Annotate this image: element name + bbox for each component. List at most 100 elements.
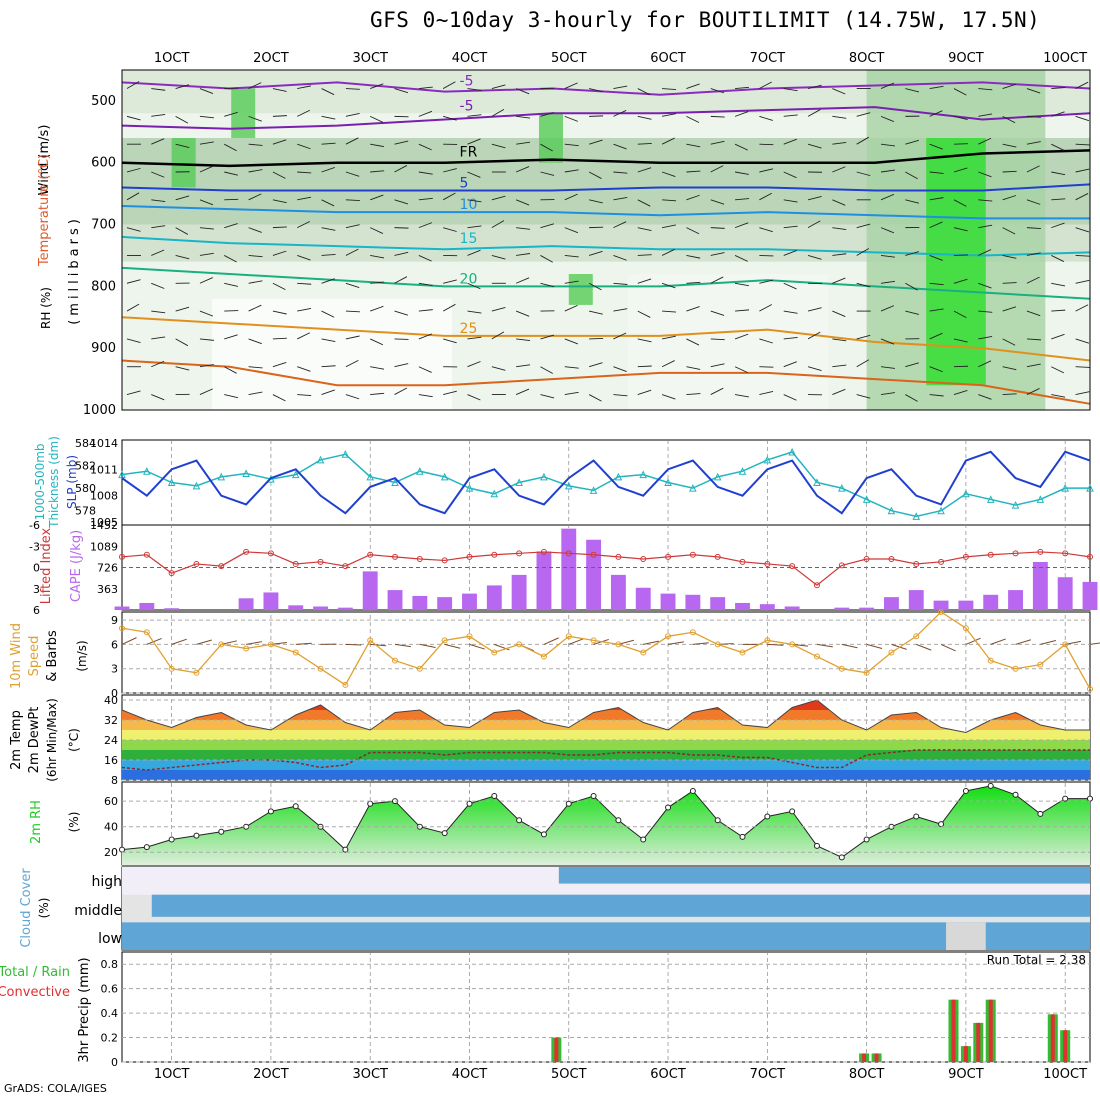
- wind-speed-point: [615, 641, 622, 648]
- surface-wind-barb: [692, 642, 709, 645]
- wind-barb: [370, 143, 385, 148]
- wind-barb: [443, 115, 457, 121]
- wind-barb: [710, 363, 725, 368]
- wind-barb: [297, 85, 312, 89]
- cape-bar: [759, 604, 775, 610]
- cape-bar: [1057, 577, 1073, 610]
- label-6hr-minmax: (6hr Min/Max): [45, 698, 59, 782]
- wind-barb: [442, 192, 456, 201]
- wind-speed-point: [938, 609, 945, 615]
- wind-barb: [856, 359, 870, 368]
- wind-barb: [710, 252, 725, 256]
- wind-barb: [686, 366, 701, 370]
- surface-wind-barb: [940, 643, 956, 652]
- cape-bar: [337, 607, 353, 610]
- cape-bar: [958, 600, 974, 610]
- wind-barb: [662, 88, 677, 90]
- wind-barb: [418, 143, 432, 151]
- wind-barb: [1002, 143, 1017, 148]
- temp-fill: [122, 700, 1090, 780]
- wind-barb: [248, 255, 263, 258]
- wind-barb: [516, 338, 531, 342]
- label-3hr-precip: 3hr Precip (mm): [77, 957, 92, 1062]
- lifted-index-point: [962, 553, 969, 560]
- wind-barb: [126, 81, 140, 89]
- surface-wind-barb: [419, 643, 436, 648]
- lifted-index-point: [218, 563, 225, 570]
- surface-wind-barb: [643, 640, 659, 645]
- cloud-level-high: high: [91, 874, 122, 890]
- wind-barb: [564, 82, 578, 89]
- wind-barb: [467, 88, 482, 91]
- wind-barb: [151, 171, 165, 178]
- cape-bar: [610, 574, 626, 610]
- thickness-point: [614, 472, 623, 481]
- wind-barb: [540, 366, 553, 374]
- pressure-tick: 1000: [83, 403, 116, 418]
- rh-point: [962, 787, 969, 794]
- label-lifted-index: Lifted Index: [39, 527, 54, 604]
- wind-barb: [540, 171, 555, 176]
- wind-barb: [126, 227, 141, 232]
- wind-barb: [199, 227, 214, 230]
- wind-barb: [710, 165, 724, 173]
- wind-barb: [297, 196, 312, 201]
- wind-barb: [224, 282, 239, 287]
- wind-barb: [467, 138, 481, 145]
- date-top-label: 1OCT: [154, 51, 190, 66]
- wind-barb: [637, 338, 652, 343]
- surface-wind-barb: [1015, 639, 1031, 645]
- cape-bar: [486, 585, 502, 610]
- date-top-label: 9OCT: [948, 51, 984, 66]
- wind-barb: [272, 115, 287, 117]
- contour-label: 5: [460, 176, 469, 192]
- wind-barb: [637, 167, 652, 173]
- temp-contour-30: [121, 359, 1091, 405]
- surface-wind-barb: [394, 643, 411, 648]
- wind-barb: [151, 310, 166, 314]
- label-wind: Wind (m/s): [37, 125, 52, 196]
- wind-barb: [661, 248, 675, 256]
- precip-tick: 0.6: [101, 983, 119, 996]
- rh-point: [267, 808, 274, 815]
- thickness-point: [763, 455, 772, 464]
- wind-barb: [321, 142, 336, 145]
- wind-tick: 6: [111, 638, 118, 651]
- thickness-point: [391, 478, 399, 486]
- wind-barb: [807, 220, 821, 229]
- wind-barb: [467, 199, 482, 203]
- wind-barb: [515, 388, 530, 395]
- freezing-level: [121, 149, 1091, 168]
- cape-tick: 1452: [90, 519, 118, 532]
- label-rh-pct: (%): [67, 812, 81, 833]
- wind-barb: [272, 361, 287, 368]
- surface-wind-barb: [469, 643, 485, 650]
- surface-wind-barb: [767, 643, 784, 646]
- wind-barb: [905, 251, 919, 256]
- thickness-point: [639, 470, 648, 479]
- li-tick: 3: [33, 583, 40, 596]
- wind-barb: [710, 387, 724, 395]
- wind-barb: [564, 143, 579, 147]
- wind-barb: [1075, 81, 1089, 89]
- date-bottom-label: 2OCT: [253, 1067, 289, 1082]
- label-millibars: (millibars): [67, 215, 82, 325]
- temp-band: [122, 740, 1090, 750]
- wind-barb: [832, 277, 846, 284]
- rh-point: [1062, 795, 1069, 802]
- wind-barb: [516, 115, 531, 119]
- wind-barb: [1002, 306, 1017, 312]
- wind-barb: [686, 194, 700, 201]
- date-bottom-label: 9OCT: [948, 1067, 984, 1082]
- rh-point: [168, 836, 175, 843]
- wind-barb: [783, 310, 798, 314]
- wind-barb: [978, 310, 993, 313]
- wind-barb: [734, 282, 749, 287]
- wind-barb: [126, 303, 140, 312]
- wind-barb: [224, 143, 237, 152]
- wind-speed-point: [218, 641, 225, 648]
- thickness-tick: 582: [75, 460, 96, 473]
- date-top-label: 8OCT: [849, 51, 885, 66]
- wind-barb: [516, 141, 531, 145]
- wind-barb: [467, 282, 481, 290]
